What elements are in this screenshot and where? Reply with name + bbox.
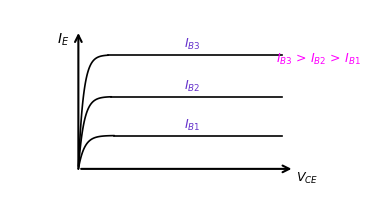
Text: I$_{B1}$: I$_{B1}$ (184, 117, 200, 132)
Text: I$_{B3}$ > I$_{B2}$ > I$_{B1}$: I$_{B3}$ > I$_{B2}$ > I$_{B1}$ (276, 52, 361, 67)
Text: I$_E$: I$_E$ (57, 31, 70, 47)
Text: V$_{CE}$: V$_{CE}$ (296, 170, 318, 185)
Text: I$_{B3}$: I$_{B3}$ (184, 37, 201, 52)
Text: I$_{B2}$: I$_{B2}$ (184, 78, 200, 93)
